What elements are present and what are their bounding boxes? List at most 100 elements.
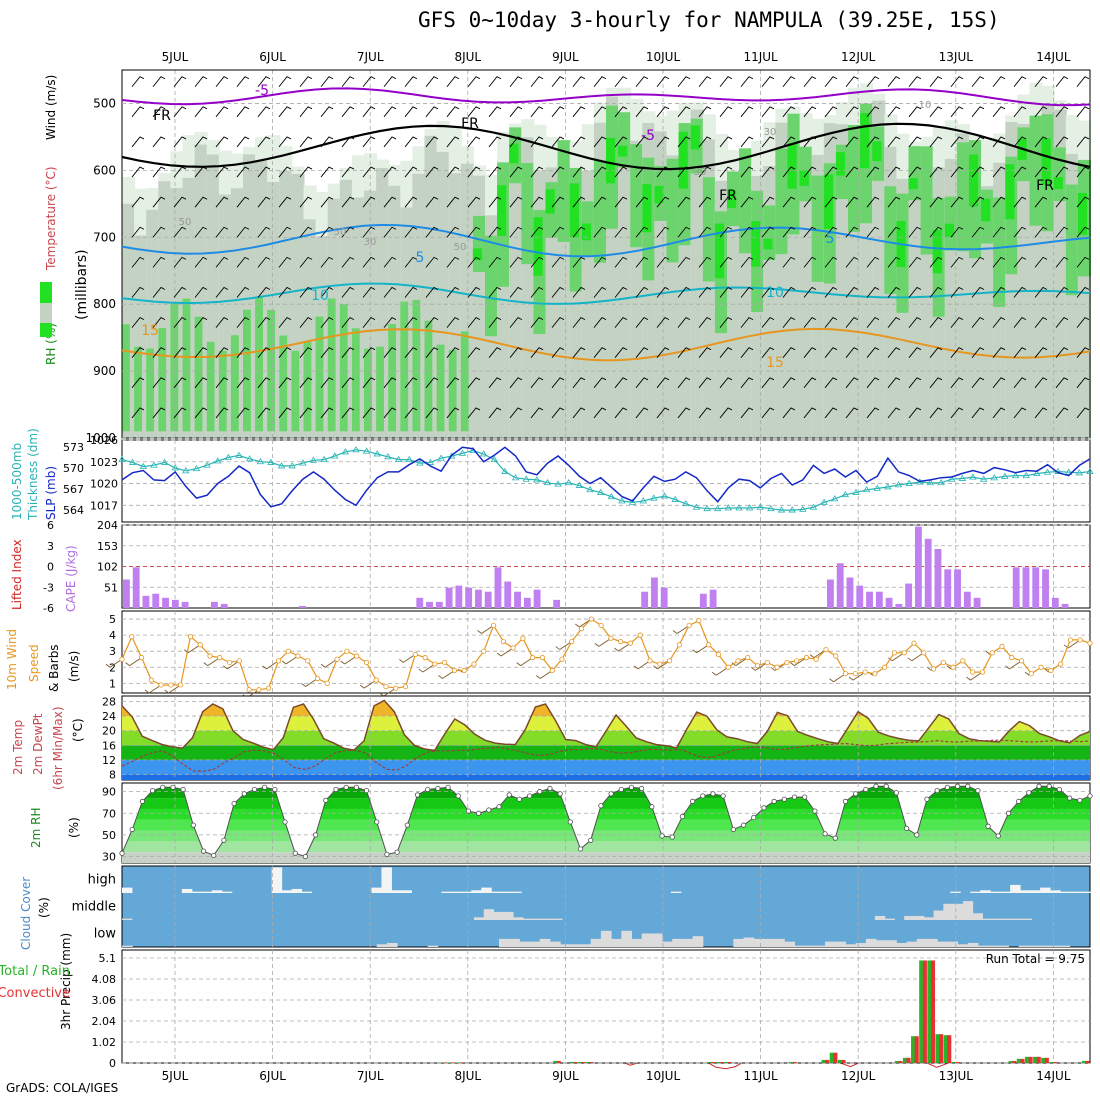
upper-wind-barb <box>194 76 208 88</box>
precip-convective-bar <box>955 1061 960 1063</box>
upper-wind-barb <box>950 136 964 148</box>
upper-wind-barb <box>1013 166 1027 178</box>
temperature-tick-label: 20 <box>102 725 116 738</box>
cloud-cover-bar <box>122 945 133 947</box>
precip-total-bar <box>821 1059 827 1063</box>
rh-line-marker <box>272 786 278 793</box>
temperature-tick-label: 24 <box>102 710 116 723</box>
thickness-line-marker <box>203 461 211 468</box>
upper-wind-barb <box>698 286 712 298</box>
precip-tick-label: 3.06 <box>92 994 117 1007</box>
upper-wind-barb <box>929 166 943 178</box>
rh-band-green <box>134 346 142 432</box>
upper-wind-barb <box>404 166 418 178</box>
upper-wind-barb <box>551 106 565 118</box>
rh-line-marker <box>628 784 635 790</box>
thickness-line-marker <box>799 505 807 512</box>
rh-band <box>122 808 1090 820</box>
upper-wind-barb <box>341 256 355 268</box>
cloud-cover-bar <box>1050 890 1061 893</box>
rh-line-marker <box>180 786 186 793</box>
upper-wind-barb <box>635 286 649 298</box>
cape-bar <box>836 563 844 608</box>
upper-wind-barb <box>131 76 145 88</box>
rh-band-bright <box>932 229 942 274</box>
cape-tick-label: 153 <box>97 540 118 553</box>
upper-wind-barb <box>278 226 292 238</box>
rh-line-marker <box>394 849 400 855</box>
upper-wind-barb <box>341 407 355 419</box>
upper-wind-barb <box>824 166 838 178</box>
thickness-line-marker <box>905 479 913 486</box>
upper-wind-barb <box>929 136 943 148</box>
upper-wind-barb <box>173 407 187 419</box>
upper-wind-barb <box>320 106 334 118</box>
upper-wind-barb <box>950 76 964 88</box>
temperature-tick-label: 12 <box>102 754 116 767</box>
thickness-line-marker <box>1065 468 1073 475</box>
upper-wind-barb <box>740 407 754 419</box>
cloud-cover-bar <box>845 944 857 947</box>
upper-wind-barb <box>1013 106 1027 118</box>
upper-wind-barb <box>446 136 460 148</box>
upper-wind-barb <box>803 136 817 148</box>
precip-convective-bar <box>719 1061 724 1063</box>
upper-wind-barb <box>404 377 418 389</box>
cloud-cover-bar <box>499 938 510 947</box>
upper-wind-barb <box>299 317 313 328</box>
cape-bar <box>973 597 981 608</box>
rh-line-marker <box>353 784 359 790</box>
upper-wind-barb <box>761 76 775 88</box>
upper-wind-barb <box>992 76 1006 88</box>
upper-wind-barb <box>236 166 250 178</box>
cape-tick-label: 204 <box>97 519 118 532</box>
thickness-line-marker <box>607 492 616 500</box>
rh-line-marker <box>526 793 533 799</box>
cape-bar <box>846 577 854 608</box>
li-tick-label: -3 <box>43 581 54 594</box>
top-day-label: 6JUL <box>259 50 286 64</box>
precip-total-bar <box>1008 1060 1014 1063</box>
upper-wind-barb <box>782 166 796 178</box>
rh-band-green <box>315 316 324 432</box>
freezing-level <box>121 122 1091 171</box>
upper-wind-barb <box>992 106 1006 118</box>
wind10m-speed-line-marker <box>911 640 917 646</box>
upper-wind-barb <box>320 347 334 358</box>
rh-band-green <box>364 348 372 432</box>
rh-band-green <box>182 298 191 432</box>
upper-wind-barb <box>278 256 292 268</box>
upper-wind-barb <box>341 347 355 358</box>
precip-tick-label: 5.1 <box>99 952 117 965</box>
precip-total-bar <box>837 1059 843 1063</box>
rh-band-bright <box>472 248 483 261</box>
rh-band-green <box>194 316 203 432</box>
upper-wind-barb <box>593 286 607 298</box>
upper-wind-barb <box>446 286 460 298</box>
upper-wind-barb <box>656 106 670 118</box>
wind10m-speed-line-marker <box>510 645 516 651</box>
rh-line-marker <box>435 785 441 792</box>
upper-wind-barb <box>488 136 502 148</box>
upper-wind-barb <box>488 256 502 268</box>
upper-wind-barb <box>1013 407 1027 419</box>
upper-wind-barb <box>152 226 166 238</box>
rh-line-marker <box>496 804 502 810</box>
rh-band-bright <box>714 223 725 279</box>
precip-convective-bar <box>459 1062 464 1063</box>
upper-wind-barb <box>677 106 691 118</box>
upper-wind-barb <box>215 76 229 88</box>
upper-wind-barb <box>362 317 376 328</box>
upper-wind-barb <box>992 347 1006 358</box>
isotherm-5 <box>121 223 1091 258</box>
wind10m-speed-line-marker <box>989 650 995 656</box>
cape-bar <box>954 569 961 608</box>
upper-wind-barb <box>362 106 376 118</box>
upper-wind-barb <box>1013 136 1027 148</box>
wind10m-speed-line-marker <box>168 682 174 688</box>
upper-wind-barb <box>1034 407 1048 419</box>
cloud-cover-bar <box>511 891 522 893</box>
cloud-cover-bar <box>376 944 388 947</box>
rh-line-marker <box>1046 783 1052 789</box>
upper-wind-barb <box>761 196 775 208</box>
